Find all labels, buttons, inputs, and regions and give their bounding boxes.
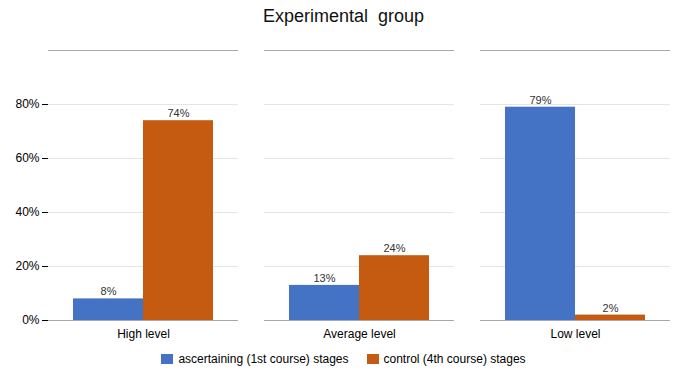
svg-text:Low level: Low level [550, 327, 600, 341]
svg-text:0%: 0% [22, 313, 40, 327]
svg-text:Average level: Average level [323, 327, 396, 341]
svg-text:40%: 40% [15, 205, 39, 219]
svg-text:74%: 74% [167, 107, 189, 119]
svg-text:79%: 79% [529, 94, 551, 106]
html-text:control (4th course) stages: control (4th course) stages [383, 352, 526, 366]
svg-text:2%: 2% [603, 302, 619, 314]
svg-text:24%: 24% [383, 242, 405, 254]
html-text:ascertaining (1st course) stag: ascertaining (1st course) stages [178, 352, 349, 366]
svg-text:20%: 20% [15, 259, 39, 273]
html-text:Experimental group: Experimental group [263, 6, 424, 26]
svg-text:13%: 13% [313, 272, 335, 284]
svg-text:60%: 60% [15, 151, 39, 165]
svg-text:High level: High level [117, 327, 170, 341]
svg-text:8%: 8% [101, 285, 117, 297]
svg-text:80%: 80% [15, 97, 39, 111]
